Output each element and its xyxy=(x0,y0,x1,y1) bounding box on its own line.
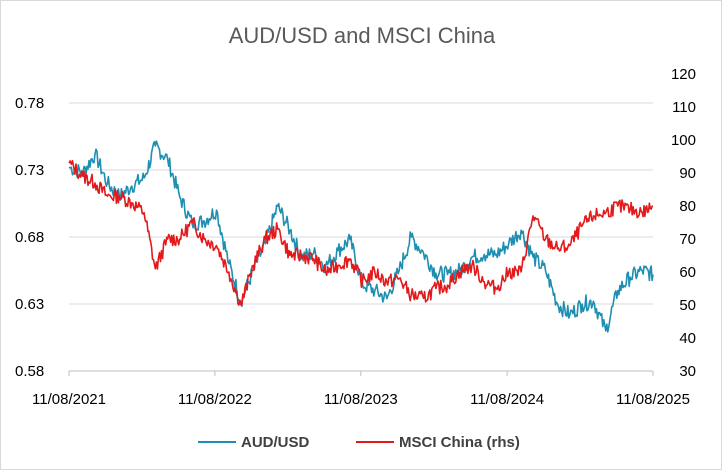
x-tick-label: 11/08/2021 xyxy=(32,391,106,408)
series-lines xyxy=(68,140,654,333)
x-tick-label: 11/08/2024 xyxy=(470,391,544,408)
y-left-tick-label: 0.73 xyxy=(15,162,44,179)
y-right-tick-label: 100 xyxy=(671,132,696,149)
series-line-msci-china xyxy=(68,160,654,306)
y-left-tick-label: 0.78 xyxy=(15,95,44,112)
axes: 0.58 0.63 0.68 0.73 0.78 30 40 50 60 70 80 90 100 110… xyxy=(15,66,696,408)
legend-label: MSCI China (rhs) xyxy=(399,434,520,451)
legend: AUD/USD MSCI China (rhs) xyxy=(198,434,520,451)
y-left-tick-label: 0.63 xyxy=(15,296,44,313)
y-right-tick-label: 30 xyxy=(679,363,696,380)
y-right-tick-label: 50 xyxy=(679,297,696,314)
y-right-tick-label: 40 xyxy=(679,330,696,347)
chart-title: AUD/USD and MSCI China xyxy=(229,23,496,48)
y-right-tick-label: 110 xyxy=(672,99,696,116)
y-right-tick-label: 120 xyxy=(671,66,696,83)
y-right-tick-label: 70 xyxy=(679,231,696,248)
y-left-tick-label: 0.58 xyxy=(15,363,44,380)
x-tick-label: 11/08/2025 xyxy=(616,391,690,408)
y-left-tick-label: 0.68 xyxy=(15,229,44,246)
y-right-tick-label: 90 xyxy=(679,165,696,182)
legend-label: AUD/USD xyxy=(241,434,310,451)
y-right-tick-label: 80 xyxy=(679,198,696,215)
x-tick-label: 11/08/2023 xyxy=(324,391,398,408)
x-tick-label: 11/08/2022 xyxy=(178,391,252,408)
y-right-tick-label: 60 xyxy=(679,264,696,281)
